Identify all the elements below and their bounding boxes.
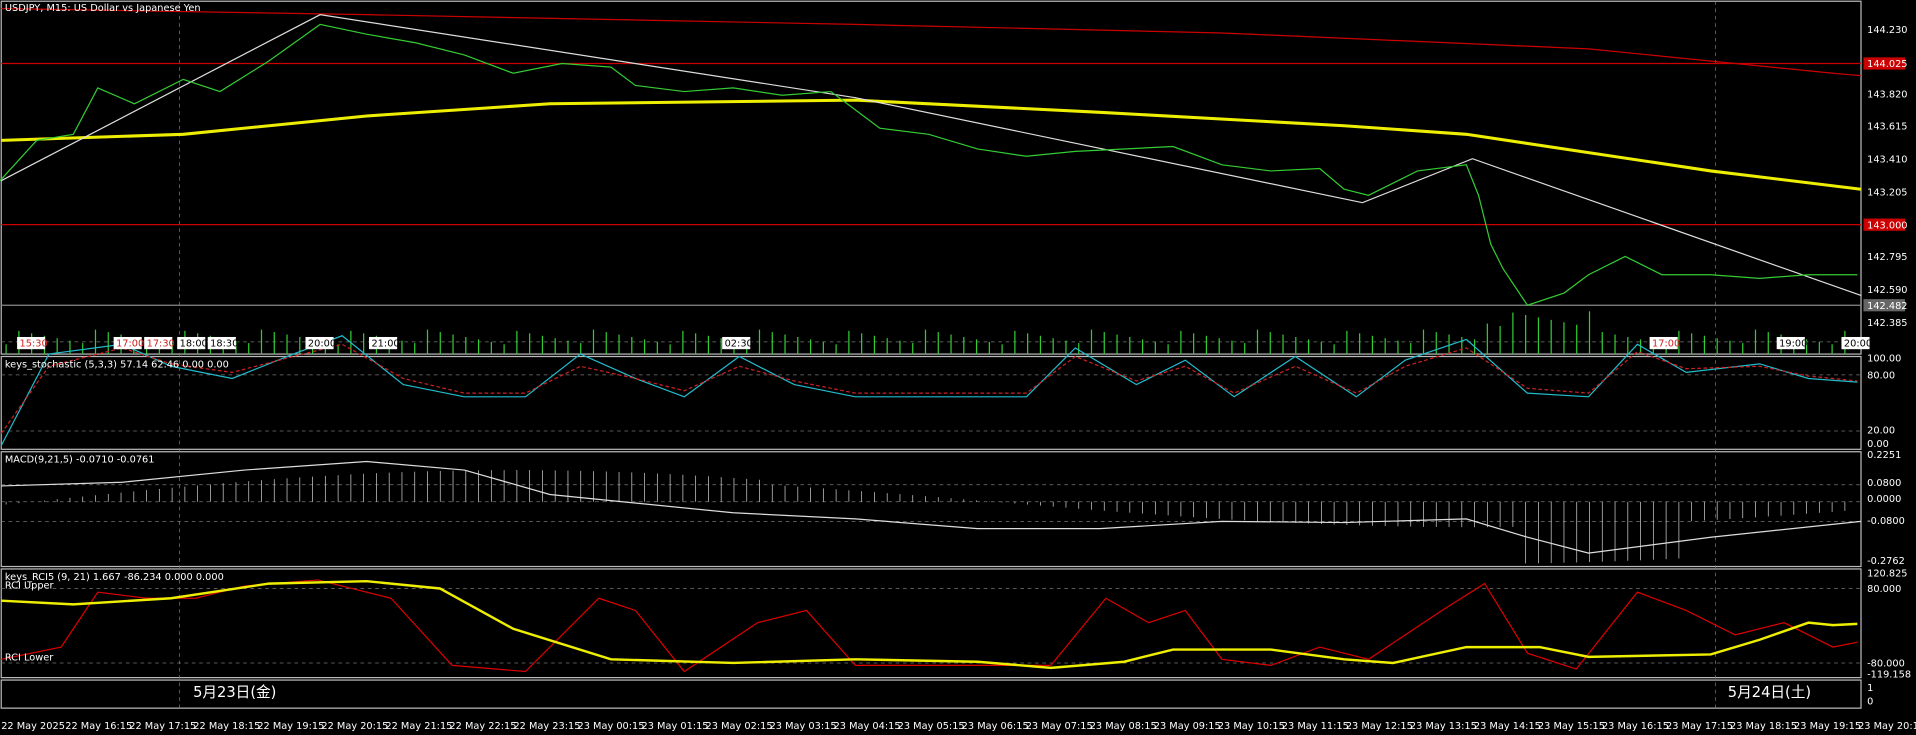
macd-level: 0.0000	[1867, 494, 1901, 505]
session-tag	[1649, 336, 1678, 350]
session-label: 17:00	[1652, 339, 1680, 350]
rci-header: keys_RCI5 (9, 21) 1.667 -86.234 0.000 0.…	[5, 572, 224, 583]
session-label: 17:30	[147, 339, 175, 350]
time-label: 23 May 04:15	[834, 721, 901, 732]
macd-level: -0.2762	[1867, 556, 1905, 567]
macd-header: MACD(9,21,5) -0.0710 -0.0761	[5, 455, 155, 466]
time-label: 22 May 23:15	[513, 721, 580, 732]
panel-frames	[0, 0, 1862, 709]
chart-header: USDJPY, M15: US Dollar vs Japanese Yen	[5, 3, 201, 14]
price-label: 143.820	[1867, 90, 1907, 101]
time-label: 23 May 17:15	[1666, 721, 1733, 732]
time-label: 23 May 16:15	[1602, 721, 1669, 732]
session-tag	[1776, 336, 1805, 350]
session-tag	[305, 336, 334, 350]
stochastic-lines	[0, 335, 1858, 446]
date-label: 5月24日(土)	[1728, 684, 1811, 701]
price-label: 142.795	[1867, 252, 1907, 263]
time-label: 23 May 20:15	[1858, 721, 1916, 732]
price-label: 144.025	[1867, 59, 1907, 70]
date-label: 5月23日(金)	[193, 684, 276, 701]
time-label: 23 May 01:15	[642, 721, 709, 732]
session-tag	[113, 336, 142, 350]
price-label: 142.482	[1867, 301, 1907, 312]
session-label: 18:30	[210, 339, 238, 350]
time-label: 23 May 12:15	[1346, 721, 1413, 732]
rci-upper: RCI Upper	[5, 580, 55, 591]
rci-lines	[1, 579, 1858, 673]
price-label: 144.230	[1867, 25, 1907, 36]
price-label: 143.615	[1867, 121, 1907, 132]
time-label: 23 May 18:15	[1730, 721, 1797, 732]
time-label: 23 May 02:15	[706, 721, 773, 732]
price-label: 143.205	[1867, 187, 1907, 198]
time-label: 23 May 19:15	[1794, 721, 1861, 732]
time-label: 22 May 22:15	[449, 721, 516, 732]
session-label: 02:30	[725, 339, 753, 350]
volume-bars	[5, 311, 1846, 355]
price-tag	[1863, 57, 1906, 70]
session-label: 19:00	[1779, 339, 1807, 350]
time-label: 23 May 10:15	[1218, 721, 1285, 732]
time-label: 22 May 2025	[1, 721, 65, 732]
stoch-level: 100.00	[1867, 353, 1901, 364]
bottom-level: 0	[1867, 696, 1873, 707]
session-label: 20:00	[308, 339, 336, 350]
time-label: 23 May 09:15	[1154, 721, 1221, 732]
stoch-level: 20.00	[1867, 425, 1895, 436]
session-tag	[177, 336, 206, 350]
time-label: 22 May 16:15	[65, 721, 132, 732]
price-label: 142.385	[1867, 318, 1907, 329]
session-tag	[207, 336, 236, 350]
time-label: 22 May 21:15	[385, 721, 452, 732]
time-label: 23 May 06:15	[962, 721, 1029, 732]
rci-level: 80.000	[1867, 584, 1901, 595]
stoch-level: 80.00	[1867, 370, 1895, 381]
time-label: 23 May 00:15	[577, 721, 644, 732]
rci-level: -119.158	[1867, 670, 1911, 681]
bottom-level: 1	[1867, 683, 1873, 694]
time-label: 23 May 15:15	[1538, 721, 1605, 732]
stoch-level: 0.00	[1867, 439, 1889, 450]
session-label: 20:00	[1844, 339, 1872, 350]
price-label: 143.000	[1867, 220, 1907, 231]
time-label: 23 May 07:15	[1026, 721, 1093, 732]
time-label: 23 May 13:15	[1410, 721, 1477, 732]
session-label: 18:00	[180, 339, 208, 350]
macd-line	[1, 460, 1862, 554]
macd-histogram	[5, 470, 1846, 564]
macd-level: 0.2251	[1867, 450, 1901, 461]
time-label: 23 May 14:15	[1474, 721, 1541, 732]
time-label: 23 May 08:15	[1090, 721, 1157, 732]
macd-level: -0.0800	[1867, 516, 1905, 527]
session-label: 21:00	[371, 339, 399, 350]
session-tag	[17, 336, 46, 350]
session-label: 17:00	[116, 339, 144, 350]
time-label: 22 May 20:15	[321, 721, 388, 732]
session-tag	[1841, 336, 1870, 350]
session-tag	[369, 336, 398, 350]
price-tag	[1863, 299, 1906, 312]
rci-lower: RCI Lower	[5, 653, 54, 664]
time-label: 22 May 19:15	[257, 721, 324, 732]
macd-level: 0.0800	[1867, 478, 1901, 489]
session-tag	[144, 336, 173, 350]
rci-level: -80.000	[1867, 659, 1905, 670]
time-label: 23 May 11:15	[1282, 721, 1349, 732]
time-label: 23 May 05:15	[898, 721, 965, 732]
price-drawing	[0, 7, 1862, 306]
price-label: 142.590	[1867, 285, 1907, 296]
session-tag	[722, 336, 751, 350]
session-label: 15:30	[20, 339, 48, 350]
price-label: 143.410	[1867, 154, 1907, 165]
time-label: 23 May 03:15	[770, 721, 837, 732]
time-label: 22 May 18:15	[193, 721, 260, 732]
time-label: 22 May 17:15	[129, 721, 196, 732]
rci-level: 120.825	[1867, 568, 1907, 579]
price-tag	[1863, 218, 1906, 231]
stoch-header: keys_stochastic (5,3,3) 57.14 62.46 0.00…	[5, 360, 229, 371]
